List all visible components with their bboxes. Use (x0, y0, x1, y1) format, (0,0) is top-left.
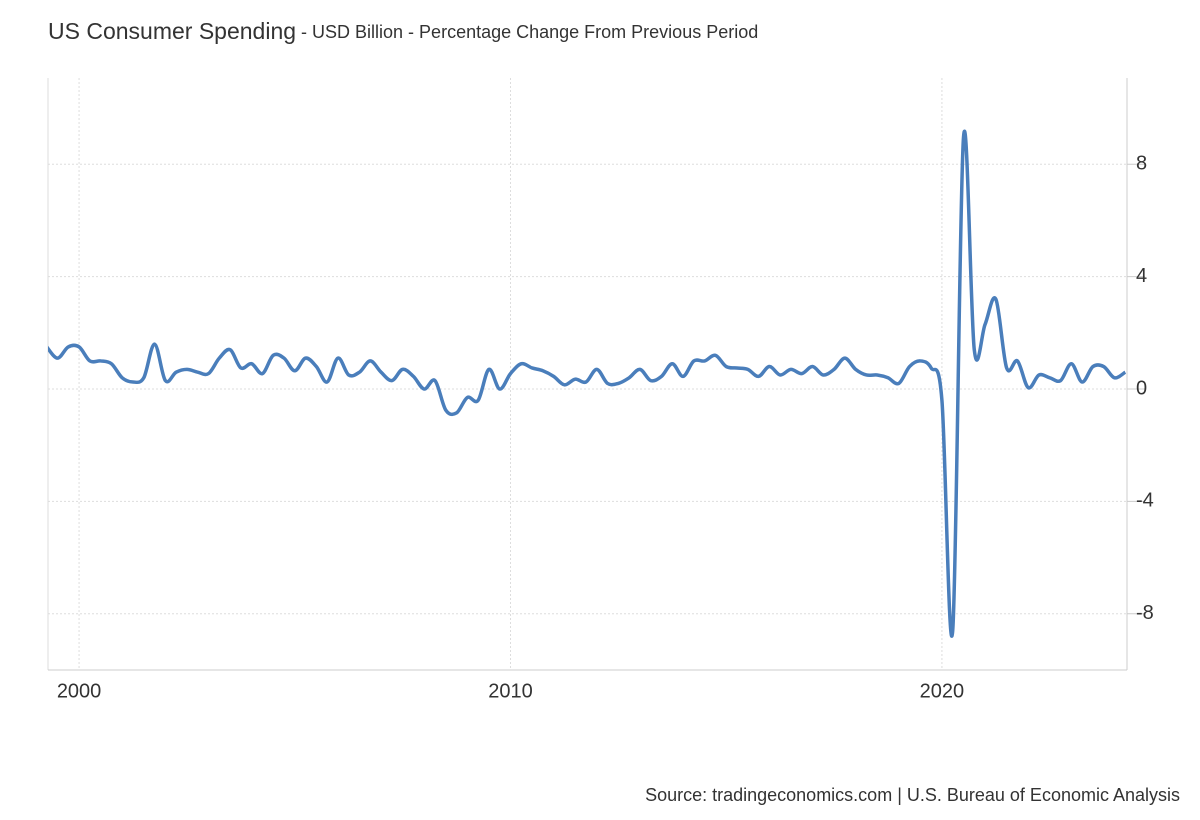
source: Source: tradingeconomics.com | U.S. Bure… (645, 785, 1180, 805)
y-tick-label: 0 (1136, 377, 1147, 399)
x-tick-label: 2010 (488, 680, 533, 702)
y-tick-label: -8 (1136, 602, 1154, 624)
chart-subtitle: - USD Billion - Percentage Change From P… (296, 22, 758, 42)
x-tick-label: 2000 (57, 680, 102, 702)
y-tick-label: -4 (1136, 490, 1154, 512)
chart-title: US Consumer Spending (48, 18, 296, 44)
y-tick-label: 4 (1136, 265, 1147, 287)
line (48, 129, 1127, 638)
chart-title-group: US Consumer Spending - USD Billion - Per… (48, 18, 758, 44)
x-tick-label: 2020 (920, 680, 965, 702)
y-tick-label: 8 (1136, 153, 1147, 175)
